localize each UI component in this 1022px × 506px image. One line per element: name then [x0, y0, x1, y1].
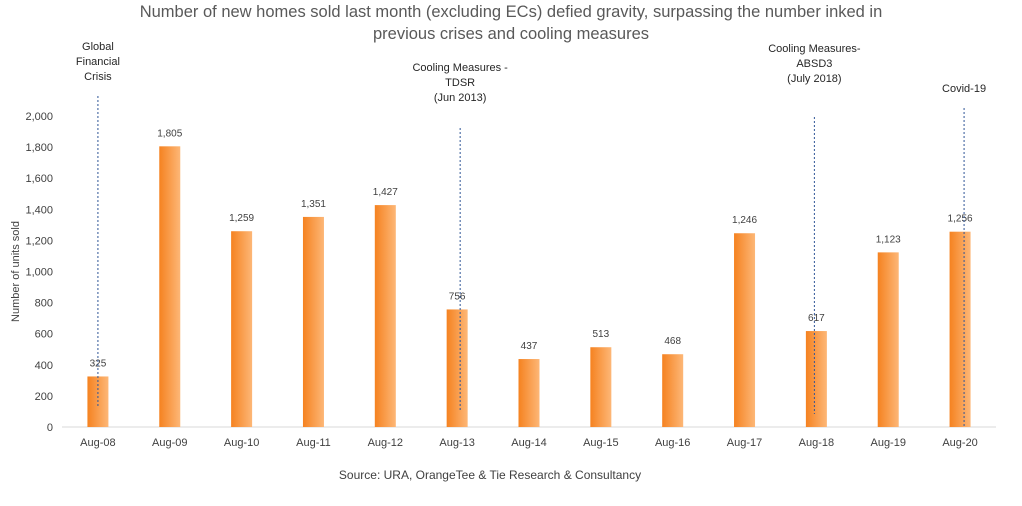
- y-tick-label: 600: [35, 329, 53, 341]
- chart-title-line: previous crises and cooling measures: [373, 25, 649, 43]
- x-tick-label: Aug-18: [799, 437, 834, 449]
- x-tick-label: Aug-20: [942, 437, 977, 449]
- y-tick-label: 200: [35, 391, 53, 403]
- y-tick-label: 1,400: [25, 204, 53, 216]
- data-label: 1,259: [229, 213, 254, 224]
- data-label: 1,805: [157, 128, 182, 139]
- x-tick-label: Aug-15: [583, 437, 618, 449]
- data-label: 325: [90, 358, 107, 369]
- y-tick-label: 1,800: [25, 142, 53, 154]
- chart-title-line: Number of new homes sold last month (exc…: [140, 3, 883, 21]
- data-label: 617: [808, 313, 825, 324]
- y-axis-label: Number of units sold: [10, 221, 22, 322]
- bar: [877, 252, 899, 427]
- data-label: 513: [593, 329, 610, 340]
- bar: [805, 331, 827, 427]
- x-tick-label: Aug-13: [439, 437, 474, 449]
- bar: [374, 205, 396, 427]
- data-label: 1,123: [876, 234, 901, 245]
- x-tick-label: Aug-19: [870, 437, 905, 449]
- bar: [518, 359, 540, 427]
- x-tick-label: Aug-17: [727, 437, 762, 449]
- bar: [590, 347, 612, 427]
- bar: [231, 231, 253, 427]
- event-annotation-text: Financial: [76, 56, 120, 68]
- x-tick-label: Aug-09: [152, 437, 187, 449]
- bar: [662, 354, 684, 427]
- source-note: Source: URA, OrangeTee & Tie Research & …: [339, 468, 641, 482]
- event-annotation-text: (Jun 2013): [434, 92, 487, 104]
- data-label: 468: [664, 336, 681, 347]
- bar: [446, 309, 468, 427]
- event-annotation-text: Crisis: [84, 71, 112, 83]
- event-annotation-text: Cooling Measures -: [412, 62, 508, 74]
- bar: [159, 146, 181, 427]
- x-tick-label: Aug-12: [368, 437, 403, 449]
- x-tick-label: Aug-14: [511, 437, 546, 449]
- x-tick-label: Aug-10: [224, 437, 259, 449]
- data-label: 437: [521, 341, 538, 352]
- bar: [949, 231, 971, 427]
- y-tick-label: 1,200: [25, 235, 53, 247]
- data-label: 1,427: [373, 187, 398, 198]
- bar: [302, 216, 324, 427]
- data-label: 1,256: [948, 214, 973, 225]
- x-tick-label: Aug-11: [296, 437, 331, 449]
- event-annotation-text: (July 2018): [787, 73, 841, 85]
- data-label: 1,351: [301, 199, 326, 210]
- data-label: 756: [449, 291, 466, 302]
- bar: [734, 233, 756, 427]
- x-tick-label: Aug-08: [80, 437, 115, 449]
- event-annotation-text: Global: [82, 41, 114, 53]
- y-tick-label: 400: [35, 360, 53, 372]
- event-annotation-text: Covid-19: [942, 83, 986, 95]
- y-tick-label: 800: [35, 298, 53, 310]
- y-tick-label: 1,000: [25, 267, 53, 279]
- event-annotation-text: Cooling Measures-: [768, 43, 861, 55]
- event-annotation-text: ABSD3: [796, 58, 832, 70]
- y-tick-label: 1,600: [25, 173, 53, 185]
- x-tick-label: Aug-16: [655, 437, 690, 449]
- y-tick-label: 0: [47, 422, 53, 434]
- event-annotation-text: TDSR: [445, 77, 475, 89]
- y-tick-label: 2,000: [25, 111, 53, 123]
- data-label: 1,246: [732, 215, 757, 226]
